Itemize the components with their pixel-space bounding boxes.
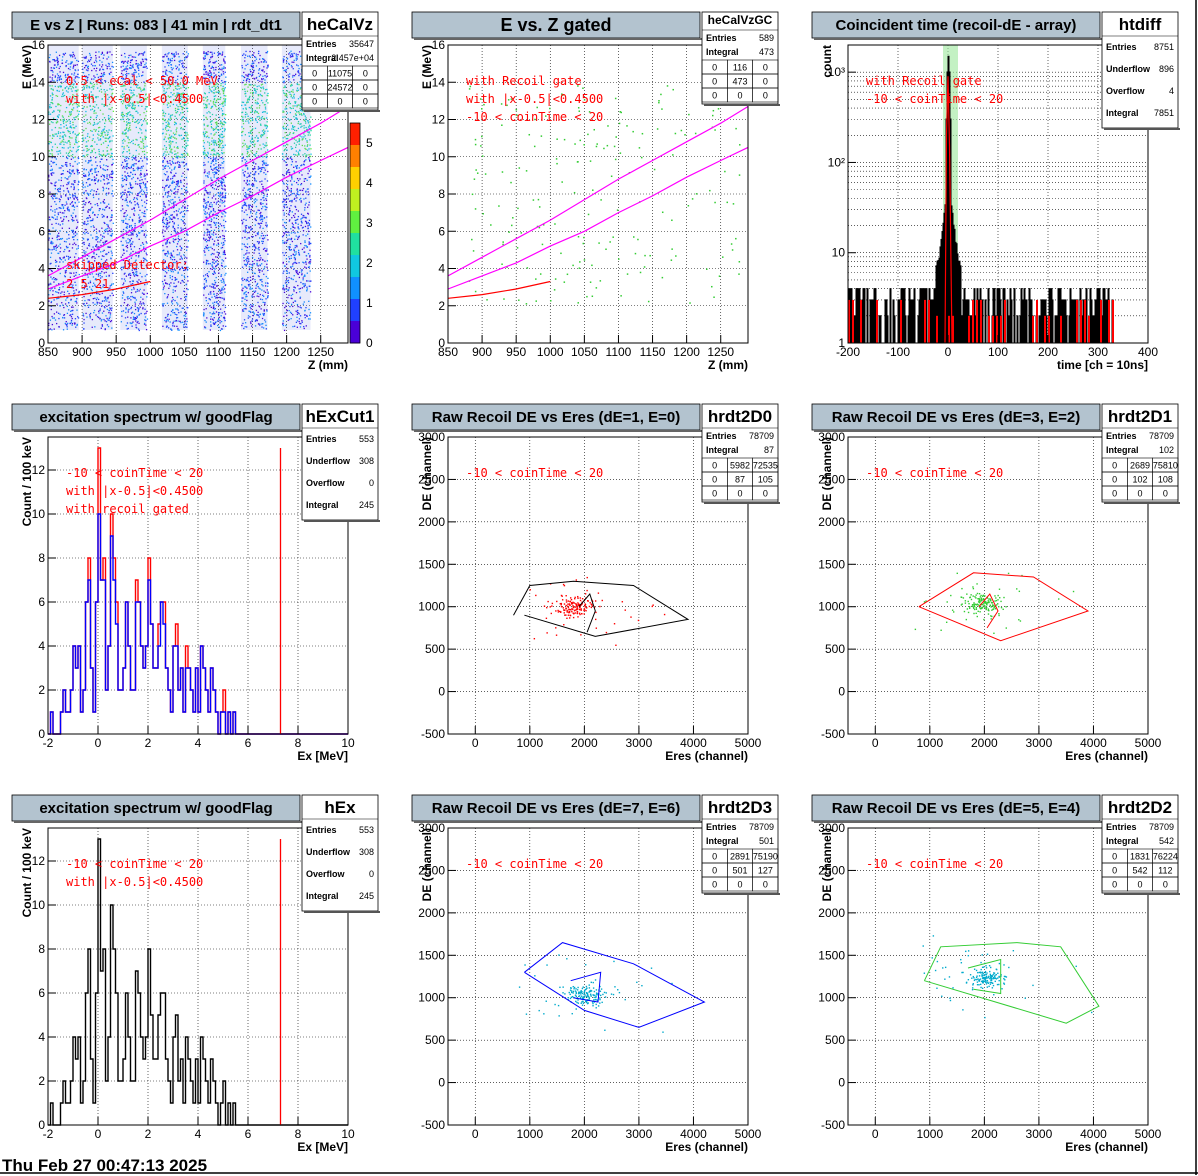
data-point	[79, 274, 80, 275]
data-point	[225, 77, 226, 78]
data-point	[113, 295, 114, 296]
data-point	[188, 53, 189, 54]
data-point	[113, 111, 114, 112]
data-point	[113, 223, 114, 224]
data-point	[268, 293, 269, 294]
data-point	[225, 230, 226, 231]
data-point	[225, 212, 226, 213]
data-point	[79, 172, 80, 173]
data-point	[79, 146, 80, 147]
data-point	[188, 240, 189, 241]
data-point	[147, 181, 148, 182]
data-point	[79, 133, 80, 134]
data-point	[139, 330, 140, 331]
data-point	[220, 330, 221, 331]
data-point	[188, 169, 189, 170]
data-point	[225, 266, 226, 267]
data-point	[147, 293, 148, 294]
data-point	[113, 66, 114, 67]
data-point	[147, 318, 148, 319]
data-point	[79, 291, 80, 292]
data-point	[225, 193, 226, 194]
data-point	[225, 273, 226, 274]
data-point	[267, 291, 268, 292]
data-point	[79, 162, 80, 163]
data-point	[79, 111, 80, 112]
data-point	[113, 283, 114, 284]
